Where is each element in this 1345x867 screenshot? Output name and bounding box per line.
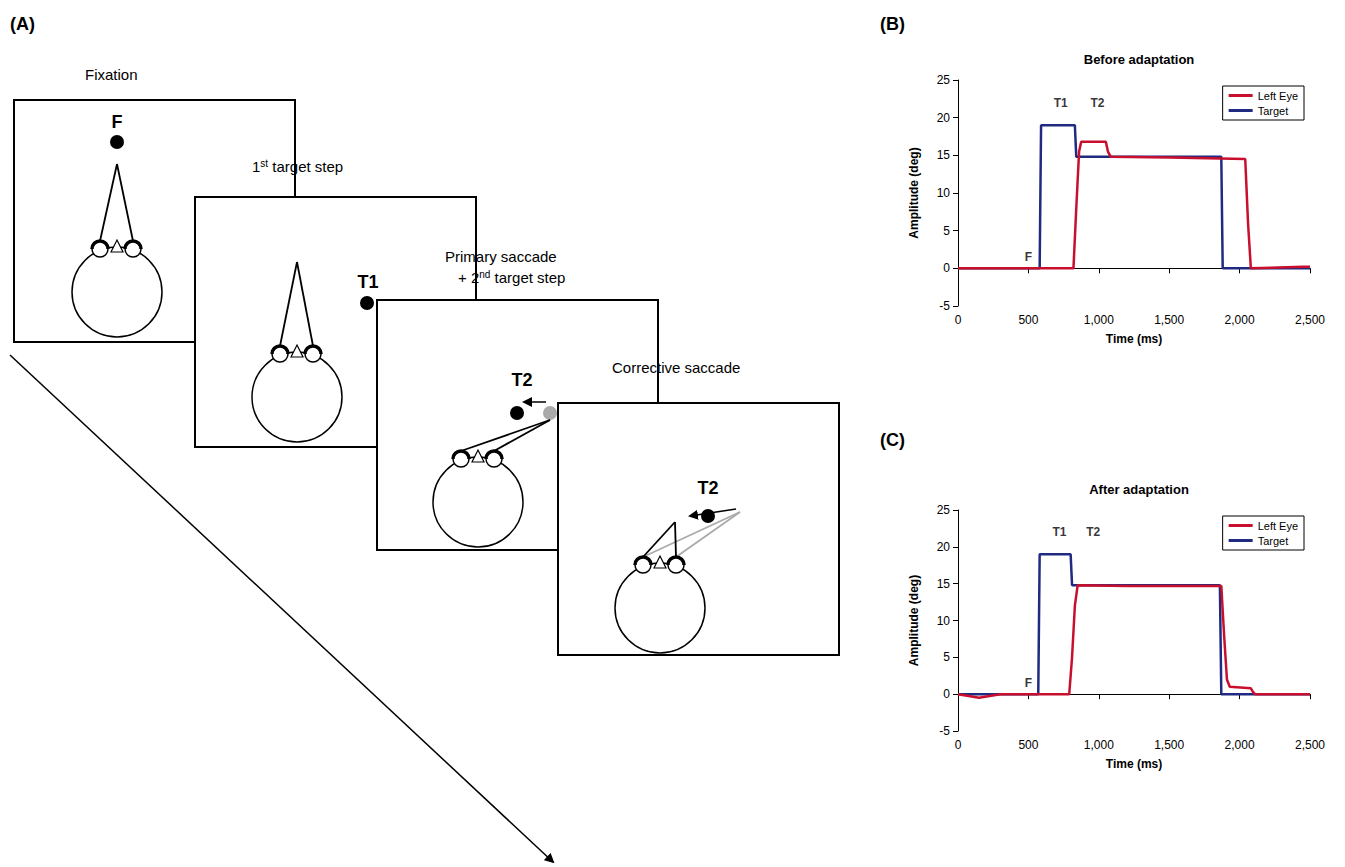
svg-text:Target: Target [1258,105,1289,117]
svg-text:0: 0 [943,261,950,275]
svg-text:Target: Target [1258,535,1289,547]
svg-text:1,000: 1,000 [1084,313,1114,327]
svg-text:Amplitude (deg): Amplitude (deg) [907,575,921,666]
svg-text:Before adaptation: Before adaptation [1084,52,1195,67]
svg-text:1,500: 1,500 [1154,313,1184,327]
svg-text:25: 25 [937,73,951,87]
svg-text:After adaptation: After adaptation [1089,482,1189,497]
svg-text:500: 500 [1018,313,1038,327]
svg-text:2,000: 2,000 [1225,313,1255,327]
svg-text:F: F [1025,676,1032,690]
svg-text:2,500: 2,500 [1295,313,1325,327]
svg-text:25: 25 [937,503,951,517]
svg-text:20: 20 [937,111,951,125]
svg-text:(A): (A) [10,14,35,34]
svg-text:1st target step: 1st target step [252,158,343,176]
svg-text:T2: T2 [511,370,532,390]
svg-text:5: 5 [943,224,950,238]
svg-text:T2: T2 [697,478,718,498]
svg-text:F: F [1025,250,1032,264]
svg-text:0: 0 [955,313,962,327]
svg-text:Left Eye: Left Eye [1258,520,1298,532]
svg-text:2,500: 2,500 [1295,738,1325,752]
html-text:(C): (C) [880,430,905,450]
svg-text:+ 2nd target step: + 2nd target step [458,269,565,287]
svg-text:15: 15 [937,148,951,162]
svg-text:-5: -5 [939,724,950,738]
svg-text:1,500: 1,500 [1154,738,1184,752]
svg-text:F: F [112,112,123,132]
svg-text:20: 20 [937,540,951,554]
svg-text:Fixation: Fixation [85,66,138,83]
svg-text:5: 5 [943,650,950,664]
svg-text:Time (ms): Time (ms) [1106,332,1162,346]
svg-text:0: 0 [943,687,950,701]
svg-text:10: 10 [937,186,951,200]
svg-text:Primary saccade: Primary saccade [445,248,557,265]
svg-text:0: 0 [955,738,962,752]
svg-text:T1: T1 [357,272,378,292]
html-text:(B): (B) [880,14,905,34]
svg-text:500: 500 [1018,738,1038,752]
svg-text:Corrective saccade: Corrective saccade [612,359,740,376]
svg-text:Time (ms): Time (ms) [1106,757,1162,771]
svg-text:T2: T2 [1090,96,1104,110]
svg-text:T1: T1 [1052,525,1066,539]
svg-text:10: 10 [937,614,951,628]
svg-text:Amplitude (deg): Amplitude (deg) [907,147,921,238]
svg-text:T1: T1 [1054,96,1068,110]
svg-text:15: 15 [937,577,951,591]
svg-text:-5: -5 [939,299,950,313]
svg-text:1,000: 1,000 [1084,738,1114,752]
svg-text:Left Eye: Left Eye [1258,90,1298,102]
svg-text:T2: T2 [1086,525,1100,539]
svg-text:2,000: 2,000 [1225,738,1255,752]
